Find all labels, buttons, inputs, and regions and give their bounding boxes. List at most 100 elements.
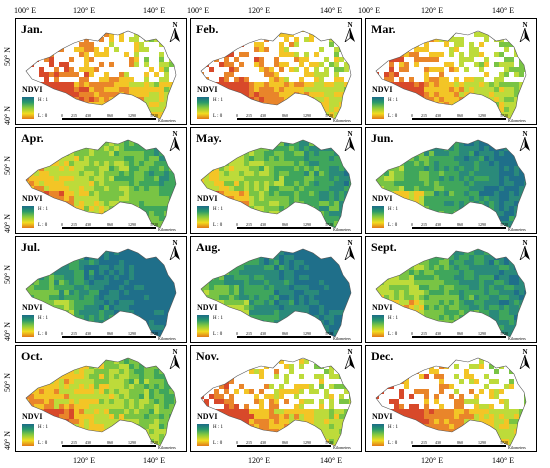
ndvi-map (200, 139, 352, 229)
legend-low-label: L : 0 (38, 223, 48, 228)
month-label: Sept. (371, 240, 397, 254)
latitude-label-40n: 40° N (3, 322, 12, 341)
scale-tick: 0 (61, 113, 63, 118)
scale-tick: 860 (282, 113, 288, 118)
scale-bar: 0 215 430 860 1290 1720 Kilometers (236, 113, 355, 123)
month-label: Jan. (21, 22, 43, 36)
scale-tick: 1720 (150, 222, 158, 227)
scale-tick: 215 (71, 113, 77, 118)
ndvi-map (25, 30, 177, 120)
legend-color-ramp (22, 97, 34, 119)
month-label: Mar. (371, 22, 396, 36)
scale-tick: 215 (246, 222, 252, 227)
scale-tick: 1720 (500, 331, 508, 336)
longitude-label-100e: 100° E (358, 6, 381, 15)
legend-low-label: L : 0 (38, 332, 48, 337)
scale-tick: 1720 (325, 113, 333, 118)
scale-tick: 1290 (128, 331, 136, 336)
scale-unit: Kilometers (158, 336, 176, 341)
map-panel: Apr. N NDVI H : 1 L : 0 0 215 430 860 1290 1720 Kil… (15, 127, 187, 234)
legend-high-label: H : 1 (213, 425, 223, 430)
scale-tick: 0 (236, 440, 238, 445)
scale-tick: 1720 (325, 440, 333, 445)
legend-low-label: L : 0 (388, 332, 398, 337)
north-label: N (172, 21, 178, 29)
scale-tick: 1720 (150, 440, 158, 445)
scale-tick: 1290 (303, 440, 311, 445)
scale-tick: 430 (85, 331, 91, 336)
latitude-label-40n: 40° N (3, 106, 12, 125)
scale-tick: 1720 (500, 222, 508, 227)
scale-tick: 1290 (303, 222, 311, 227)
longitude-label-120e: 120° E (421, 6, 444, 15)
latitude-label-50n: 50° N (3, 47, 12, 66)
scale-unit: Kilometers (333, 336, 351, 341)
legend-title: NDVI (197, 303, 218, 312)
scale-tick: 215 (71, 440, 77, 445)
longitude-label-140e: 140° E (492, 6, 515, 15)
north-arrow-icon: N (518, 348, 532, 370)
legend-high-label: H : 1 (38, 207, 48, 212)
scale-bar: 0 215 430 860 1290 1720 Kilometers (61, 222, 180, 232)
scale-tick: 0 (61, 222, 63, 227)
scale-tick: 0 (411, 331, 413, 336)
legend-title: NDVI (197, 194, 218, 203)
scale-tick: 1290 (478, 440, 486, 445)
legend-color-ramp (372, 424, 384, 446)
map-panel: Jul. N NDVI H : 1 L : 0 0 215 430 860 1290 1720 Kil… (15, 236, 187, 343)
legend-title: NDVI (22, 194, 43, 203)
map-panel: Sept. N NDVI H : 1 L : 0 0 215 430 860 1290 1720 Ki… (365, 236, 537, 343)
scale-tick: 430 (85, 113, 91, 118)
scale-tick: 0 (411, 222, 413, 227)
longitude-label-bottom-140e: 140° E (143, 456, 166, 465)
scale-tick: 430 (260, 440, 266, 445)
latitude-label-40n: 40° N (3, 214, 12, 233)
scale-tick: 0 (236, 222, 238, 227)
scale-bar: 0 215 430 860 1290 1720 Kilometers (411, 331, 530, 341)
scale-tick: 1290 (478, 331, 486, 336)
north-label: N (522, 21, 528, 29)
north-label: N (522, 130, 528, 138)
ndvi-map (25, 139, 177, 229)
legend-low-label: L : 0 (388, 441, 398, 446)
legend-color-ramp (197, 315, 209, 337)
legend-low-label: L : 0 (388, 223, 398, 228)
map-panel: Jan. N NDVI H : 1 L : 0 0 215 430 860 1290 1720 Kil… (15, 18, 187, 125)
scale-unit: Kilometers (333, 118, 351, 123)
latitude-label-50n: 50° N (3, 265, 12, 284)
ndvi-map (25, 357, 177, 447)
north-arrow-icon: N (518, 21, 532, 43)
scale-tick: 215 (246, 113, 252, 118)
legend-high-label: H : 1 (213, 207, 223, 212)
scale-bar: 0 215 430 860 1290 1720 Kilometers (61, 331, 180, 341)
map-panel: Aug. N NDVI H : 1 L : 0 0 215 430 860 1290 1720 Kil… (190, 236, 362, 343)
north-arrow-icon: N (343, 348, 357, 370)
scale-unit: Kilometers (158, 445, 176, 450)
scale-bar: 0 215 430 860 1290 1720 Kilometers (236, 331, 355, 341)
scale-tick: 430 (260, 113, 266, 118)
scale-bar: 0 215 430 860 1290 1720 Kilometers (411, 222, 530, 232)
month-label: May. (196, 131, 222, 145)
scale-tick: 1720 (500, 440, 508, 445)
scale-tick: 430 (435, 440, 441, 445)
scale-tick: 1290 (128, 113, 136, 118)
scale-tick: 430 (85, 222, 91, 227)
ndvi-map (375, 357, 527, 447)
legend-high-label: H : 1 (38, 425, 48, 430)
latitude-label-50n: 50° N (3, 156, 12, 175)
legend-low-label: L : 0 (213, 332, 223, 337)
legend-high-label: H : 1 (388, 98, 398, 103)
ndvi-map (25, 248, 177, 338)
north-arrow-icon: N (168, 239, 182, 261)
legend-low-label: L : 0 (213, 441, 223, 446)
legend-title: NDVI (22, 412, 43, 421)
legend-title: NDVI (197, 85, 218, 94)
longitude-label-100e: 100° E (14, 6, 37, 15)
legend-low-label: L : 0 (38, 114, 48, 119)
scale-tick: 1720 (150, 331, 158, 336)
scale-tick: 215 (421, 331, 427, 336)
scale-tick: 215 (246, 440, 252, 445)
map-panel: May. N NDVI H : 1 L : 0 0 215 430 860 1290 1720 Kil… (190, 127, 362, 234)
scale-tick: 1290 (303, 113, 311, 118)
north-label: N (172, 348, 178, 356)
